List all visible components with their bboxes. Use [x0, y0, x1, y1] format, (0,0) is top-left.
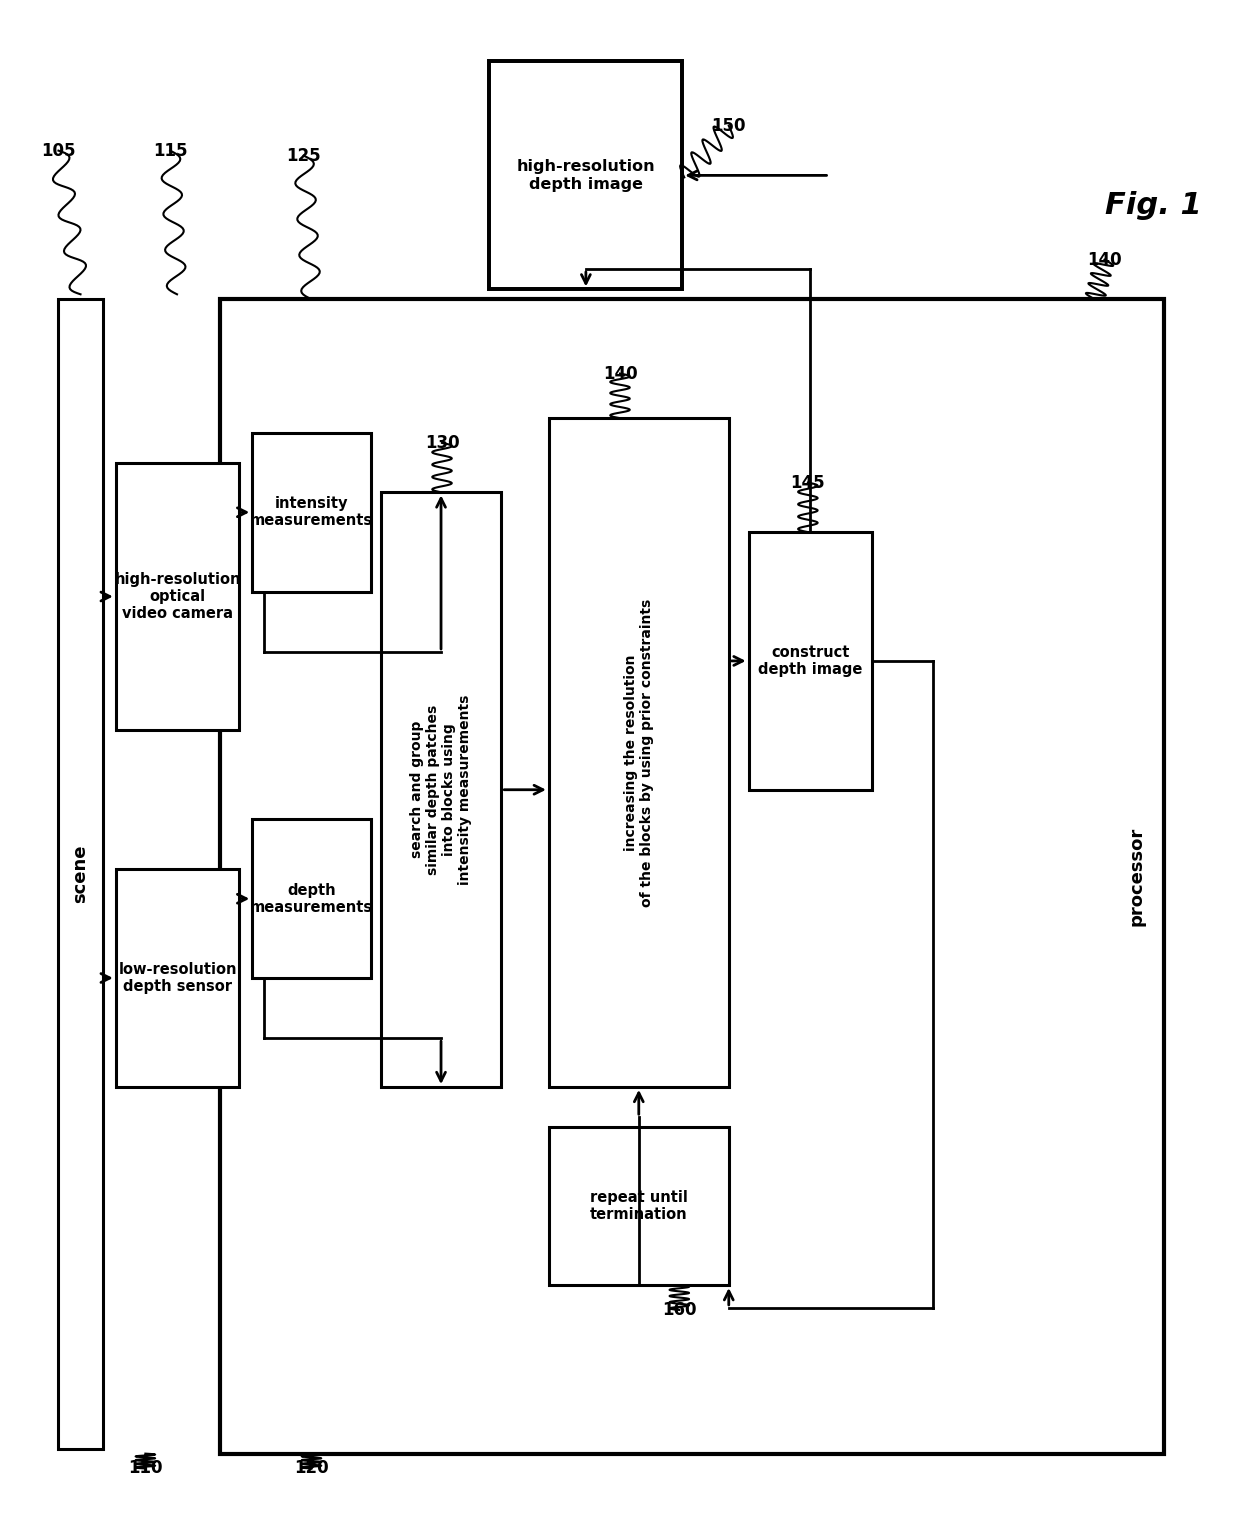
Text: low-resolution
depth sensor: low-resolution depth sensor: [118, 962, 237, 994]
Text: 110: 110: [128, 1460, 162, 1478]
Text: increasing the resolution
of the blocks by using prior constraints: increasing the resolution of the blocks …: [624, 598, 653, 907]
Text: 120: 120: [294, 1460, 329, 1478]
Text: 140: 140: [1087, 251, 1122, 268]
Text: 140: 140: [603, 365, 637, 382]
Text: 125: 125: [286, 146, 321, 164]
Bar: [58, 300, 103, 1449]
Text: intensity
measurements: intensity measurements: [250, 496, 373, 528]
Bar: [115, 869, 239, 1087]
Text: high-resolution
optical
video camera: high-resolution optical video camera: [114, 572, 241, 621]
Text: construct
depth image: construct depth image: [758, 645, 863, 677]
Bar: [252, 434, 371, 592]
Bar: [252, 819, 371, 979]
Bar: [549, 419, 729, 1087]
Text: search and group
similar depth patches
into blocks using
intensity measurements: search and group similar depth patches i…: [409, 694, 472, 884]
Bar: [115, 463, 239, 731]
Text: high-resolution
depth image: high-resolution depth image: [517, 160, 655, 192]
Text: processor: processor: [1128, 826, 1146, 925]
Text: repeat until
termination: repeat until termination: [590, 1190, 688, 1222]
Text: Fig. 1: Fig. 1: [1105, 190, 1202, 219]
Bar: [549, 1126, 729, 1285]
Bar: [490, 61, 682, 289]
Text: 160: 160: [662, 1301, 697, 1320]
Text: 130: 130: [425, 434, 459, 452]
Text: 115: 115: [153, 142, 187, 160]
Text: 105: 105: [41, 142, 76, 160]
Bar: [381, 493, 501, 1087]
Text: depth
measurements: depth measurements: [250, 883, 373, 915]
Bar: [749, 533, 872, 790]
Bar: [219, 300, 1164, 1454]
Text: 145: 145: [791, 473, 825, 492]
Text: 150: 150: [712, 117, 746, 135]
Text: scene: scene: [72, 845, 89, 903]
